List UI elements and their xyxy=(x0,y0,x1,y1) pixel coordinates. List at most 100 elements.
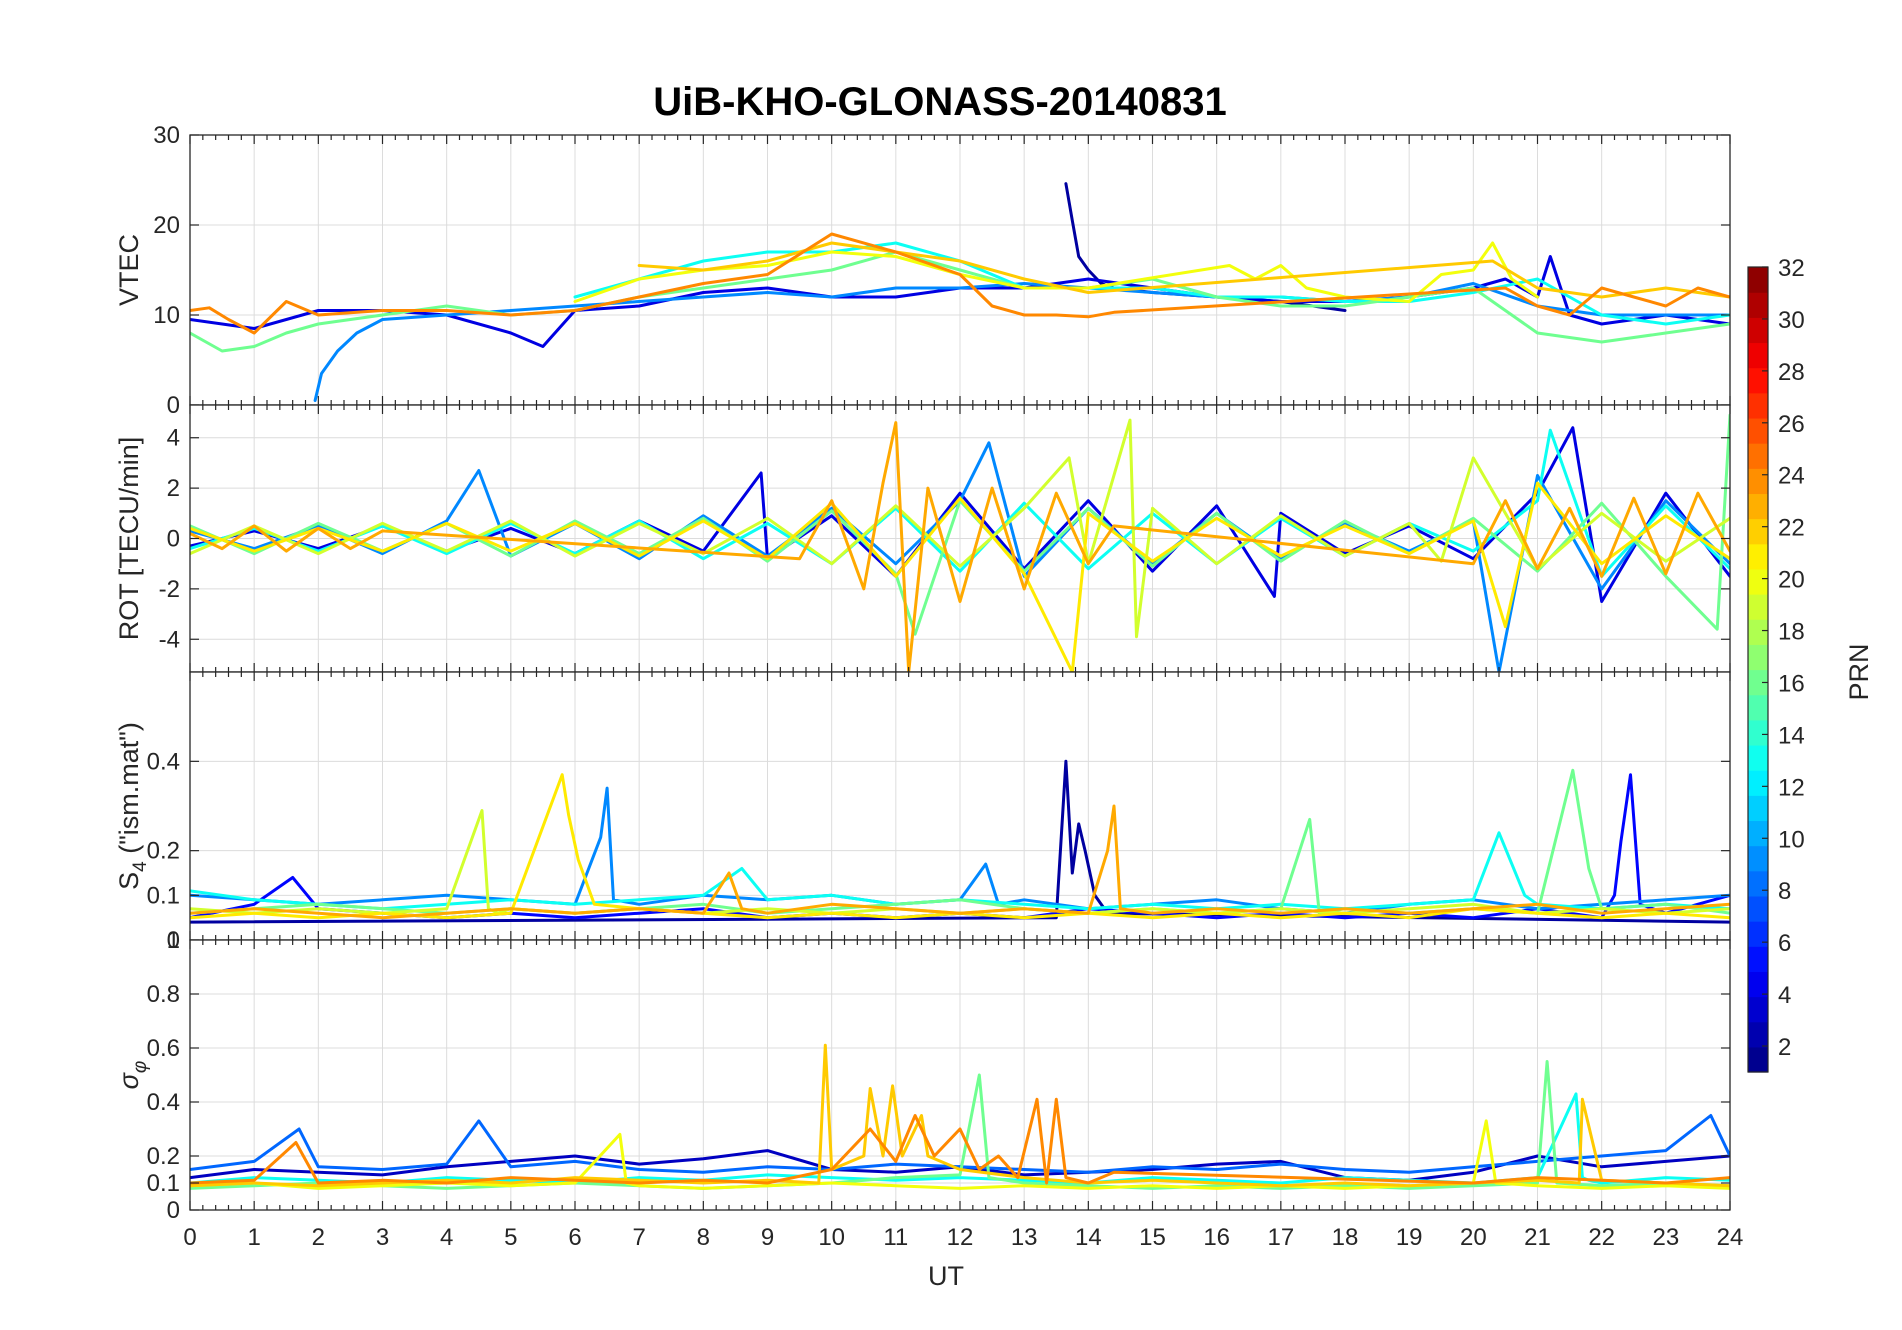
colorbar-segment xyxy=(1748,1046,1768,1073)
colorbar-segment xyxy=(1748,317,1768,344)
colorbar-tick-label: 18 xyxy=(1778,619,1805,646)
colorbar-segment xyxy=(1748,996,1768,1023)
x-tick-label: 2 xyxy=(312,1224,325,1251)
y-axis-label-sigma_phi: σφ xyxy=(114,1061,151,1090)
series-prn-13 xyxy=(190,831,1730,911)
x-ticks xyxy=(189,940,1731,1210)
series-group xyxy=(190,413,1730,672)
colorbar-segment xyxy=(1748,292,1768,318)
series-prn-24 xyxy=(190,232,1730,335)
colorbar-tick-label: 16 xyxy=(1778,670,1805,697)
series-prn-9 xyxy=(190,441,1730,672)
series-prn-24 xyxy=(190,1097,1730,1185)
x-tick-label: 17 xyxy=(1267,1224,1294,1251)
colorbar-segment xyxy=(1748,392,1768,419)
chart-title: UiB-KHO-GLONASS-20140831 xyxy=(653,80,1227,124)
colorbar-tick-label: 26 xyxy=(1778,411,1805,438)
colorbar-segment xyxy=(1748,518,1768,545)
y-tick-label: 0.1 xyxy=(147,882,180,909)
y-tick-label: 0 xyxy=(167,927,180,954)
colorbar-tick-label: 12 xyxy=(1778,774,1805,801)
colorbar-segment xyxy=(1748,594,1768,620)
x-tick-label: 4 xyxy=(440,1224,453,1251)
x-tick-label: 3 xyxy=(376,1224,389,1251)
colorbar-segment xyxy=(1748,468,1768,495)
x-tick-label: 8 xyxy=(697,1224,710,1251)
x-ticks xyxy=(189,405,1731,672)
series-group xyxy=(190,182,1730,402)
series-prn-21 xyxy=(190,481,1730,672)
x-tick-label: 14 xyxy=(1075,1224,1102,1251)
y-tick-label: -4 xyxy=(159,626,180,653)
colorbar-segment xyxy=(1748,870,1768,897)
colorbar-tick-label: 20 xyxy=(1778,567,1805,594)
series-prn-21 xyxy=(190,773,1730,920)
series-prn-8 xyxy=(190,1114,1730,1174)
x-tick-label: 21 xyxy=(1524,1224,1551,1251)
colorbar-tick-label: 22 xyxy=(1778,515,1805,542)
y-tick-label: 0.2 xyxy=(147,1143,180,1170)
series-prn-16 xyxy=(190,1060,1730,1190)
x-tick-label: 19 xyxy=(1396,1224,1423,1251)
x-tick-label: 11 xyxy=(883,1224,908,1251)
series-prn-23 xyxy=(190,804,1730,920)
panel-rot: -4 -2 0 2 4 ROT [TECU/min] xyxy=(114,404,1731,673)
y-tick-label: 0.6 xyxy=(147,1035,180,1062)
colorbar-segment xyxy=(1748,543,1768,570)
series-prn-9 xyxy=(313,282,1730,402)
x-tick-label: 20 xyxy=(1460,1224,1487,1251)
colorbar-segment xyxy=(1748,770,1768,796)
colorbar-segment xyxy=(1748,795,1768,822)
x-tick-label: 15 xyxy=(1139,1224,1166,1251)
x-tick-label: 5 xyxy=(504,1224,517,1251)
x-ticks xyxy=(189,135,1731,405)
colorbar-segment xyxy=(1748,644,1768,671)
x-tick-label: 9 xyxy=(761,1224,774,1251)
y-tick-label: 30 xyxy=(153,122,180,149)
colorbar-segment xyxy=(1748,744,1768,771)
x-tick-label: 10 xyxy=(818,1224,845,1251)
series-prn-16 xyxy=(190,413,1730,636)
colorbar-segment xyxy=(1748,921,1768,947)
y-tick-label: 0 xyxy=(167,1197,180,1224)
series-prn-22 xyxy=(637,241,1730,299)
series-prn-19 xyxy=(190,809,1730,915)
series-prn-23 xyxy=(190,421,1730,672)
x-tick-labels: 0 1 2 3 4 5 6 7 8 9 10 11 12 13 14 15 16 17 18 19 20 21 22 23 24 xyxy=(183,1224,1743,1251)
colorbar-segment xyxy=(1748,568,1768,595)
colorbar-segment xyxy=(1748,946,1768,972)
colorbar-segment xyxy=(1748,820,1768,847)
x-tick-label: 22 xyxy=(1588,1224,1615,1251)
colorbar-segment xyxy=(1748,669,1768,696)
colorbar-segment xyxy=(1748,443,1768,469)
colorbar-segment xyxy=(1748,1021,1768,1048)
colorbar-tick-label: 24 xyxy=(1778,463,1805,490)
colorbar-segment xyxy=(1748,493,1768,520)
colorbar-tick-label: 10 xyxy=(1778,826,1805,853)
y-tick-label: 0.2 xyxy=(147,838,180,865)
series-group xyxy=(190,759,1730,924)
colorbar-segment xyxy=(1748,342,1768,369)
y-tick-label: 0.8 xyxy=(147,981,180,1008)
panel-vtec: 0 10 20 30 VTEC xyxy=(114,122,1731,419)
x-ticks xyxy=(189,672,1731,940)
colorbar-segment xyxy=(1748,971,1768,998)
colorbar-segment xyxy=(1748,267,1768,293)
y-axis-label-rot: ROT [TECU/min] xyxy=(114,437,144,641)
colorbar-tick-label: 6 xyxy=(1778,930,1791,957)
x-tick-label: 13 xyxy=(1011,1224,1038,1251)
colorbar-segment xyxy=(1748,417,1768,444)
colorbar-segment xyxy=(1748,719,1768,746)
y-tick-label: 0.4 xyxy=(147,748,180,775)
x-tick-label: 6 xyxy=(568,1224,581,1251)
series-group xyxy=(190,1043,1730,1190)
series-prn-19 xyxy=(190,418,1730,639)
x-tick-label: 16 xyxy=(1203,1224,1230,1251)
x-tick-label: 24 xyxy=(1717,1224,1744,1251)
colorbar-tick-label: 30 xyxy=(1778,307,1805,334)
x-tick-label: 7 xyxy=(632,1224,645,1251)
colorbar-label: PRN xyxy=(1844,643,1874,700)
